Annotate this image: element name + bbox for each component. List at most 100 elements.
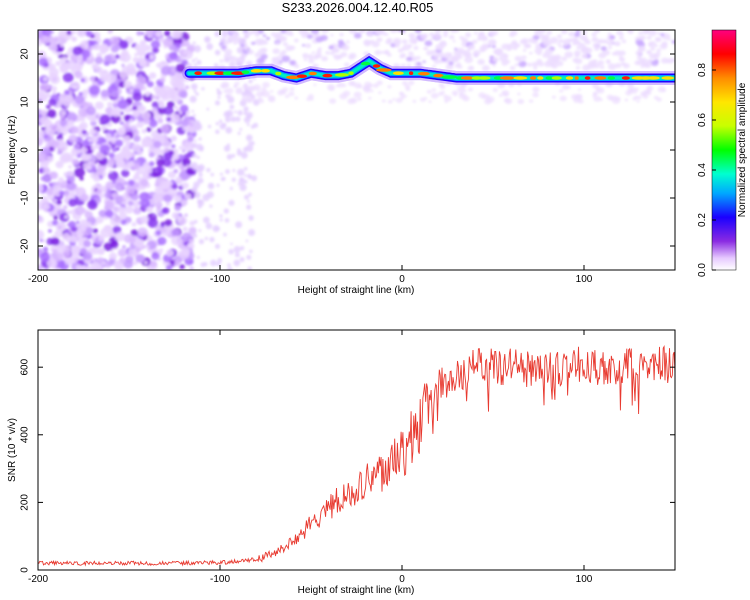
ridge-hotspot <box>513 76 528 80</box>
noise-blob <box>81 129 87 135</box>
noise-blob <box>50 86 58 92</box>
noise-blob <box>192 233 198 239</box>
noise-blob <box>55 126 64 134</box>
noise-blob <box>44 123 49 127</box>
noise-blob <box>45 104 51 110</box>
noise-blob <box>163 132 167 137</box>
noise-blob <box>145 30 155 36</box>
noise-blob <box>223 111 230 118</box>
noise-blob <box>40 109 48 117</box>
noise-blob <box>58 142 69 152</box>
noise-blob <box>574 50 581 56</box>
noise-blob <box>457 62 461 66</box>
noise-blob <box>81 147 88 153</box>
noise-blob <box>169 259 175 265</box>
y-tick-label: 200 <box>20 494 31 511</box>
noise-blob <box>438 82 444 87</box>
noise-blob <box>173 260 181 267</box>
noise-blob <box>42 174 52 183</box>
noise-blob <box>622 63 630 69</box>
noise-blob <box>631 88 638 94</box>
noise-blob <box>76 30 87 38</box>
noise-blob <box>145 244 150 249</box>
noise-blob <box>564 51 574 59</box>
noise-blob <box>492 88 498 93</box>
ridge-hotspot <box>194 71 202 75</box>
noise-blob <box>357 84 363 89</box>
noise-blob <box>489 32 496 37</box>
noise-blob <box>38 215 45 224</box>
noise-blob <box>443 94 448 98</box>
noise-blob <box>70 192 76 198</box>
noise-blob <box>171 30 183 40</box>
noise-blob <box>654 51 661 57</box>
noise-blob <box>348 54 355 60</box>
noise-blob <box>382 32 388 36</box>
ridge-hotspot <box>286 75 300 80</box>
noise-blob <box>514 55 522 62</box>
noise-blob <box>193 123 201 131</box>
noise-blob <box>234 81 240 86</box>
ridge-hotspot <box>537 76 544 80</box>
noise-blob <box>62 233 71 241</box>
noise-blob <box>62 249 71 258</box>
noise-blob <box>191 109 195 113</box>
noise-blob <box>157 118 164 124</box>
noise-blob <box>464 56 474 64</box>
noise-blob <box>180 199 188 206</box>
noise-blob <box>615 96 621 101</box>
y-tick-label: 400 <box>20 426 31 443</box>
noise-blob <box>90 45 95 50</box>
noise-blob <box>121 77 127 83</box>
noise-blob <box>42 246 49 252</box>
noise-blob <box>151 252 160 260</box>
noise-blob <box>227 267 233 270</box>
noise-blob <box>246 96 254 103</box>
noise-blob <box>640 91 646 96</box>
noise-blob <box>125 184 136 195</box>
noise-blob <box>522 49 527 52</box>
colorbar-tick-label: 0.6 <box>697 113 708 127</box>
noise-blob <box>152 213 156 217</box>
noise-blob <box>529 99 534 103</box>
noise-blob <box>442 33 449 38</box>
noise-blob <box>353 32 362 39</box>
noise-blob <box>215 129 220 134</box>
noise-blob <box>85 106 96 116</box>
noise-blob <box>293 38 299 43</box>
noise-blob <box>46 187 55 196</box>
noise-blob <box>113 129 117 133</box>
noise-blob <box>65 59 77 70</box>
noise-blob <box>307 94 314 99</box>
noise-blob <box>357 97 362 101</box>
noise-blob <box>115 159 125 168</box>
noise-blob <box>38 130 45 139</box>
noise-blob <box>229 186 233 191</box>
noise-blob <box>171 212 180 219</box>
noise-blob <box>247 266 252 270</box>
noise-blob <box>246 254 252 260</box>
ridge-hotspot <box>296 74 308 78</box>
noise-blob <box>441 90 445 94</box>
noise-blob <box>198 238 205 245</box>
noise-blob <box>96 52 103 58</box>
noise-blob <box>397 48 404 53</box>
noise-blob <box>221 81 230 88</box>
noise-blob <box>56 103 61 108</box>
noise-blob <box>638 31 643 35</box>
noise-blob <box>656 48 662 53</box>
noise-blob <box>136 104 146 113</box>
noise-blob <box>197 199 203 205</box>
ridge-hotspot <box>646 76 660 80</box>
noise-blob <box>172 154 180 161</box>
colorbar-ticks: 0.0 0.2 0.4 0.6 0.8 <box>697 63 716 277</box>
noise-blob <box>114 260 122 268</box>
noise-blob <box>532 39 538 44</box>
noise-blob <box>232 33 236 36</box>
noise-blob <box>648 52 657 59</box>
noise-blob <box>244 174 247 178</box>
noise-blob <box>429 38 434 41</box>
noise-blob <box>123 150 133 159</box>
noise-blob <box>260 87 267 92</box>
noise-blob <box>635 39 644 46</box>
